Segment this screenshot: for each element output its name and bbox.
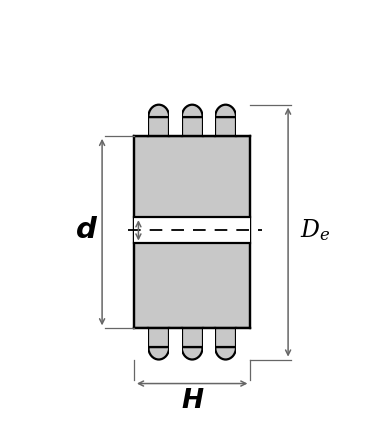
Wedge shape <box>182 347 203 359</box>
Wedge shape <box>215 105 236 117</box>
Wedge shape <box>148 347 169 359</box>
Bar <box>134 217 250 244</box>
Wedge shape <box>148 105 169 117</box>
Text: $D_e$: $D_e$ <box>300 218 331 244</box>
Wedge shape <box>182 105 203 117</box>
Text: d: d <box>76 216 96 244</box>
Bar <box>182 117 203 136</box>
Bar <box>202 105 215 136</box>
Bar <box>134 328 148 359</box>
Bar <box>215 328 236 347</box>
Bar <box>148 117 169 136</box>
FancyArrowPatch shape <box>100 140 105 324</box>
Bar <box>202 328 215 359</box>
Bar <box>169 105 182 136</box>
Bar <box>148 328 169 347</box>
FancyArrowPatch shape <box>136 222 141 239</box>
Wedge shape <box>215 347 236 359</box>
Bar <box>169 328 182 359</box>
Bar <box>215 117 236 136</box>
Bar <box>182 328 203 347</box>
Bar <box>134 105 148 136</box>
Bar <box>236 328 250 359</box>
FancyArrowPatch shape <box>286 109 291 355</box>
Text: D: D <box>153 220 171 240</box>
FancyArrowPatch shape <box>138 381 246 386</box>
Bar <box>134 136 250 328</box>
Text: H: H <box>181 388 203 414</box>
Bar <box>236 105 250 136</box>
